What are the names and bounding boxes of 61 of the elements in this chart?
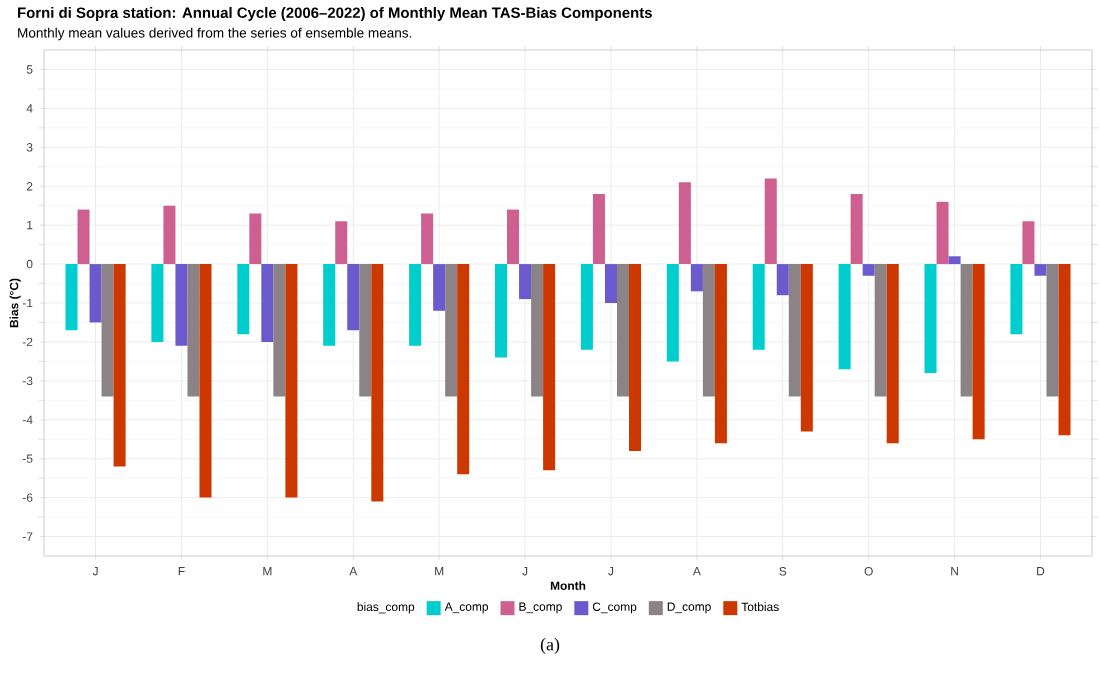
bar — [494, 264, 508, 358]
bar — [519, 264, 532, 300]
bar — [776, 264, 789, 296]
bar — [604, 264, 617, 303]
bar — [187, 264, 200, 397]
bar — [359, 264, 372, 397]
bar — [850, 194, 863, 265]
bar — [714, 264, 727, 444]
bar — [764, 178, 777, 265]
bar — [960, 264, 973, 397]
bar — [113, 264, 126, 467]
bar — [237, 264, 250, 335]
bar — [1034, 264, 1047, 276]
bar — [936, 201, 949, 265]
bar — [163, 205, 176, 265]
bar — [273, 264, 286, 397]
bar — [788, 264, 801, 397]
bar — [175, 264, 188, 346]
bar — [249, 213, 262, 265]
bar — [371, 264, 384, 502]
bar — [347, 264, 360, 331]
text: (a) — [540, 637, 560, 655]
bar — [457, 264, 470, 475]
bar — [629, 264, 642, 451]
bar — [838, 264, 851, 370]
bar — [948, 256, 961, 265]
bar — [702, 264, 715, 397]
bar — [433, 264, 446, 311]
bar — [335, 221, 348, 265]
bar — [543, 264, 556, 471]
bar — [874, 264, 887, 397]
bar — [261, 264, 274, 342]
bar — [1058, 264, 1071, 436]
bar — [592, 194, 605, 265]
bar — [1022, 221, 1035, 265]
bar — [65, 264, 78, 331]
bar — [199, 264, 212, 498]
bar — [924, 264, 937, 374]
bar — [323, 264, 336, 346]
bar — [752, 264, 765, 350]
bar — [678, 182, 691, 265]
bar — [1010, 264, 1023, 335]
bar — [409, 264, 422, 346]
bar — [690, 264, 703, 292]
bar — [507, 209, 520, 265]
bar — [531, 264, 544, 397]
bar — [77, 209, 90, 265]
bar — [1046, 264, 1059, 397]
bar — [862, 264, 875, 276]
bar — [421, 213, 434, 265]
bar — [285, 264, 298, 498]
bar — [101, 264, 114, 397]
bar — [616, 264, 629, 397]
bar — [580, 264, 593, 350]
bar — [89, 264, 102, 323]
bar — [666, 264, 679, 362]
bar — [800, 264, 813, 432]
bar — [151, 264, 164, 342]
bar — [445, 264, 458, 397]
bar — [972, 264, 985, 440]
bar — [886, 264, 899, 444]
